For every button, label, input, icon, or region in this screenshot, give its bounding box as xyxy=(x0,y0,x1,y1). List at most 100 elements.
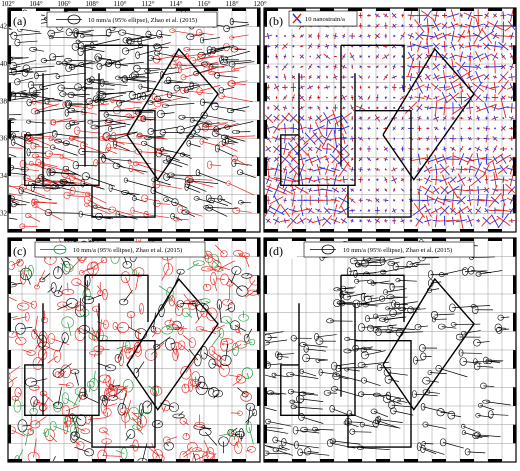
panel-a-gps-velocity-map: (a) 10 mm/a (95% ellipse), Zhao et al. (… xyxy=(1,7,261,233)
strain-axis-blue xyxy=(281,207,289,214)
velocity-vector xyxy=(195,312,205,324)
strain-axis-blue xyxy=(417,188,422,192)
lon-label: 110° xyxy=(113,0,126,8)
error-ellipse xyxy=(48,168,56,176)
strain-axis-blue xyxy=(317,65,320,68)
frame-tick xyxy=(348,238,362,241)
velocity-vector xyxy=(243,341,253,346)
strain-axis-blue xyxy=(275,75,278,79)
error-ellipse xyxy=(1,72,5,77)
velocity-vector xyxy=(52,146,78,156)
strain-axis-blue xyxy=(426,65,430,69)
error-ellipse xyxy=(226,280,234,287)
strain-axis-blue xyxy=(401,156,404,162)
strain-axis-blue xyxy=(342,176,345,184)
error-ellipse xyxy=(89,350,102,356)
strain-axis-blue xyxy=(459,14,464,17)
error-ellipse xyxy=(116,386,127,400)
strain-axis-blue xyxy=(368,168,370,171)
strain-axis-blue xyxy=(435,95,438,100)
velocity-vector xyxy=(36,73,59,77)
velocity-vector xyxy=(68,59,93,62)
strain-axis-blue xyxy=(384,65,387,68)
error-ellipse xyxy=(70,431,80,441)
velocity-vector xyxy=(213,393,219,399)
strain-axis-blue xyxy=(475,94,481,101)
velocity-vector xyxy=(270,392,287,395)
error-ellipse xyxy=(182,433,190,441)
frame-tick xyxy=(257,238,260,257)
strain-axis-blue xyxy=(392,55,396,58)
error-ellipse xyxy=(135,51,141,59)
lat-label: 40° xyxy=(0,60,10,68)
velocity-vector xyxy=(9,365,21,375)
velocity-vector xyxy=(130,314,133,330)
strain-axis-blue xyxy=(300,173,304,186)
strain-axis-blue xyxy=(299,217,304,224)
error-ellipse xyxy=(122,379,134,393)
error-ellipse xyxy=(392,262,399,271)
frame-tick xyxy=(204,238,218,241)
strain-axis-blue xyxy=(376,76,379,78)
strain-axis-blue xyxy=(430,178,442,181)
velocity-vector xyxy=(225,319,233,328)
error-ellipse xyxy=(210,272,217,286)
velocity-vector xyxy=(215,244,225,255)
strain-axis-blue xyxy=(401,127,404,130)
frame-tick xyxy=(264,229,278,232)
error-ellipse xyxy=(44,209,52,216)
error-ellipse xyxy=(50,119,57,126)
strain-axis-blue xyxy=(426,83,429,91)
strain-axis-blue xyxy=(383,147,388,151)
velocity-vector xyxy=(65,173,83,182)
strain-axis-blue xyxy=(312,125,325,132)
panel-a-border-ticks xyxy=(8,8,260,232)
velocity-vector xyxy=(386,398,402,405)
velocity-vector xyxy=(59,337,66,352)
strain-axis-blue xyxy=(299,163,305,176)
velocity-vector xyxy=(216,324,225,330)
velocity-vector xyxy=(125,433,132,441)
tectonic-block-outline xyxy=(126,277,219,411)
error-ellipse xyxy=(47,333,56,344)
velocity-vector xyxy=(88,294,102,301)
strain-axis-blue xyxy=(266,218,270,223)
error-ellipse xyxy=(192,447,202,453)
strain-axis-blue xyxy=(451,127,455,130)
strain-axis-blue xyxy=(324,45,330,48)
error-ellipse xyxy=(69,135,76,140)
error-ellipse xyxy=(153,100,162,108)
error-ellipse xyxy=(331,361,338,371)
strain-axis-blue xyxy=(266,137,270,140)
frame-tick xyxy=(376,8,390,11)
error-ellipse xyxy=(232,250,244,257)
frame-tick xyxy=(264,238,278,241)
error-ellipse xyxy=(87,119,94,125)
velocity-vector xyxy=(205,283,208,288)
panel-c-legend-ellipse xyxy=(53,244,67,255)
strain-axis-blue xyxy=(367,219,371,223)
error-ellipse xyxy=(97,449,108,461)
strain-axis-blue xyxy=(391,178,398,182)
velocity-vector xyxy=(203,352,216,361)
strain-axis-blue xyxy=(308,187,312,193)
error-ellipse xyxy=(95,55,100,62)
lat-label: 36° xyxy=(0,135,10,143)
tectonic-block-outline xyxy=(347,109,412,218)
velocity-vector xyxy=(61,181,77,185)
strain-axis-blue xyxy=(308,176,312,184)
error-ellipse xyxy=(147,100,154,105)
error-ellipse xyxy=(144,348,158,361)
velocity-vector xyxy=(80,49,92,53)
velocity-vector xyxy=(232,379,242,386)
error-ellipse xyxy=(256,286,259,296)
strain-axis-blue xyxy=(437,75,452,79)
strain-axis-blue xyxy=(422,45,434,48)
strain-axis-blue xyxy=(384,157,387,162)
velocity-vector xyxy=(175,345,178,359)
error-ellipse xyxy=(31,328,38,340)
error-ellipse xyxy=(314,333,319,341)
velocity-vector xyxy=(279,356,289,358)
tectonic-block-outline xyxy=(24,364,43,416)
velocity-vector xyxy=(139,134,165,139)
